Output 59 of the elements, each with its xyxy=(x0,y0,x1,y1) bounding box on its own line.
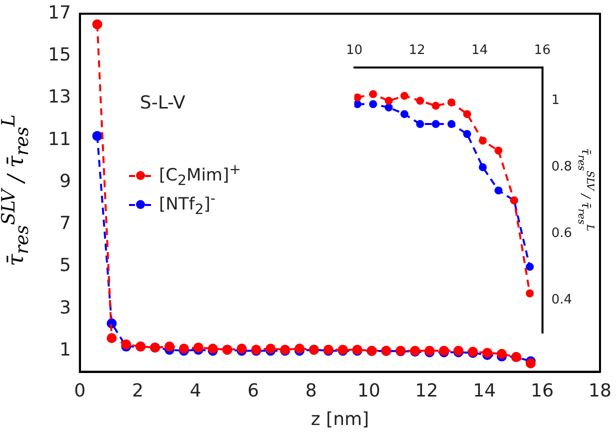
point xyxy=(400,92,408,100)
point xyxy=(494,186,502,194)
point xyxy=(121,339,132,350)
annotation: S-L-V xyxy=(140,92,186,114)
point xyxy=(432,120,440,128)
x-tick-label: 16 xyxy=(530,380,554,402)
x-tick-label: 18 xyxy=(588,380,612,402)
point xyxy=(496,348,507,359)
x-tick-label: 14 xyxy=(472,380,496,402)
point xyxy=(384,103,393,112)
x-tick-label: 8 xyxy=(305,380,317,402)
point xyxy=(463,110,472,118)
legend-label: [C$_{2}$Mim]$^{+}$ xyxy=(159,162,241,190)
point xyxy=(92,130,102,141)
y-tick-label: 13 xyxy=(48,86,71,108)
y-tick-label: 11 xyxy=(48,128,71,150)
y-tick-label: 0.8 xyxy=(551,160,572,175)
point xyxy=(463,130,472,138)
y-tick-label: 17 xyxy=(48,2,71,24)
y-tick-label: 1 xyxy=(59,339,71,360)
point xyxy=(384,96,393,105)
point xyxy=(106,333,117,344)
point xyxy=(369,100,378,108)
x-tick-label: 4 xyxy=(190,380,202,402)
point xyxy=(494,146,502,155)
point xyxy=(92,19,102,30)
point xyxy=(478,163,487,172)
x-tick-label: 12 xyxy=(415,380,438,402)
x-tick-label: 12 xyxy=(408,43,426,58)
point xyxy=(416,96,424,105)
y-tick-label: 0.4 xyxy=(551,292,572,308)
y-tick-label: 1 xyxy=(551,93,560,108)
legend-label: [NTf$_{2}$]$^{-}$ xyxy=(159,191,216,218)
point xyxy=(526,289,534,298)
point xyxy=(432,102,440,110)
point xyxy=(369,90,378,98)
point xyxy=(354,100,362,108)
point xyxy=(400,110,408,118)
point xyxy=(354,93,362,102)
y-tick-label: 0.6 xyxy=(551,226,572,241)
x-tick-label: 2 xyxy=(132,380,144,402)
y-tick-label: 9 xyxy=(59,170,71,192)
point xyxy=(416,120,424,128)
x-tick-label: 16 xyxy=(534,43,551,58)
x-tick-label: 6 xyxy=(248,380,259,402)
x-tick-label: 0 xyxy=(74,380,86,402)
x-tick-label: 14 xyxy=(471,43,488,58)
y-tick-label: 7 xyxy=(59,213,71,234)
x-tick-label: 10 xyxy=(346,43,363,58)
y-tick-label: 3 xyxy=(59,297,71,318)
x-tick-label: 10 xyxy=(357,380,380,402)
point xyxy=(526,262,534,271)
x-axis-title: z [nm] xyxy=(310,408,370,430)
point xyxy=(447,120,456,128)
y-tick-label: 5 xyxy=(59,255,71,276)
y-tick-label: 15 xyxy=(48,44,71,66)
point xyxy=(164,342,174,352)
point xyxy=(478,136,487,145)
point xyxy=(447,98,456,106)
